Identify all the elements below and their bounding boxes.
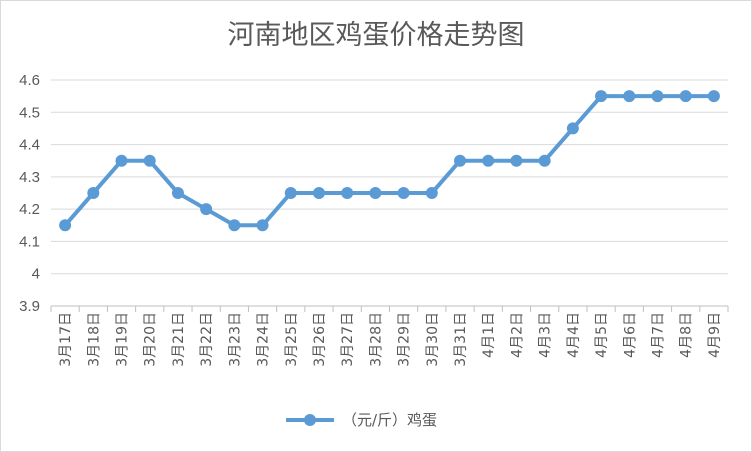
data-point (87, 187, 100, 199)
data-point (623, 90, 636, 103)
data-point (312, 187, 325, 199)
x-tick-label: 3月29日 (397, 312, 413, 367)
data-point (707, 90, 720, 103)
y-tick-label: 4.2 (19, 201, 40, 218)
x-tick-label: 3月22日 (199, 312, 215, 367)
chart-title: 河南地区鸡蛋价格走势图 (228, 20, 525, 51)
data-point (143, 154, 156, 167)
x-tick-label: 4月5日 (594, 312, 610, 358)
x-tick-label: 3月24日 (256, 312, 272, 367)
legend-label: （元/斤）鸡蛋 (342, 411, 437, 429)
x-tick-label: 4月7日 (650, 312, 666, 358)
x-tick-label: 4月4日 (566, 312, 582, 358)
data-point (228, 219, 241, 232)
x-tick-label: 4月6日 (622, 312, 638, 358)
x-tick-label: 3月23日 (227, 312, 243, 367)
x-tick-label: 3月18日 (86, 312, 102, 367)
data-point (454, 154, 467, 167)
data-point (200, 203, 213, 216)
x-tick-label: 4月2日 (509, 312, 525, 358)
y-tick-label: 4.5 (19, 104, 40, 121)
data-point (679, 90, 692, 103)
x-tick-label: 3月30日 (425, 312, 441, 367)
data-point (341, 187, 354, 199)
x-tick-label: 4月8日 (679, 312, 695, 358)
y-tick-label: 4 (32, 266, 40, 283)
data-point (595, 90, 608, 103)
data-point (566, 122, 579, 135)
series-layer (59, 90, 720, 232)
data-point (256, 219, 269, 232)
x-tick-label: 3月31日 (453, 312, 469, 367)
x-tick-label: 3月25日 (284, 312, 300, 367)
data-point (425, 187, 438, 199)
legend-point-marker (304, 414, 316, 426)
data-point (59, 219, 72, 232)
y-tick-label: 4.1 (19, 233, 40, 250)
data-point (284, 187, 297, 199)
x-tick-label: 4月1日 (481, 312, 497, 358)
x-tick-label: 3月20日 (143, 312, 159, 367)
data-point (538, 154, 551, 167)
y-axis-tick-labels: 3.9 4 4.1 4.2 4.3 4.4 4.5 4.6 (19, 72, 40, 315)
x-tick-label: 4月3日 (538, 312, 554, 358)
data-point (482, 154, 495, 167)
x-tick-label: 3月27日 (340, 312, 356, 367)
data-point (510, 154, 523, 167)
y-tick-label: 4.3 (19, 169, 40, 186)
x-tick-label: 3月17日 (58, 312, 74, 367)
data-point (369, 187, 382, 199)
y-tick-label: 3.9 (19, 298, 40, 315)
y-tick-label: 4.6 (19, 72, 40, 89)
series-line (63, 94, 714, 228)
data-point (115, 154, 128, 167)
x-tick-label: 3月21日 (171, 312, 187, 367)
data-point (651, 90, 664, 103)
legend: （元/斤）鸡蛋 (286, 411, 437, 429)
x-tick-label: 4月9日 (707, 312, 723, 358)
data-point (171, 187, 184, 199)
x-tick-label: 3月28日 (368, 312, 384, 367)
gridlines (50, 79, 729, 312)
x-axis-tick-labels: 3月17日 3月18日 3月19日 3月20日 3月21日 3月22日 3月23日 3月24日… (58, 312, 723, 367)
y-tick-label: 4.4 (19, 137, 40, 154)
x-tick-label: 3月19日 (115, 312, 131, 367)
data-point (397, 187, 410, 199)
x-tick-label: 3月26日 (312, 312, 328, 367)
